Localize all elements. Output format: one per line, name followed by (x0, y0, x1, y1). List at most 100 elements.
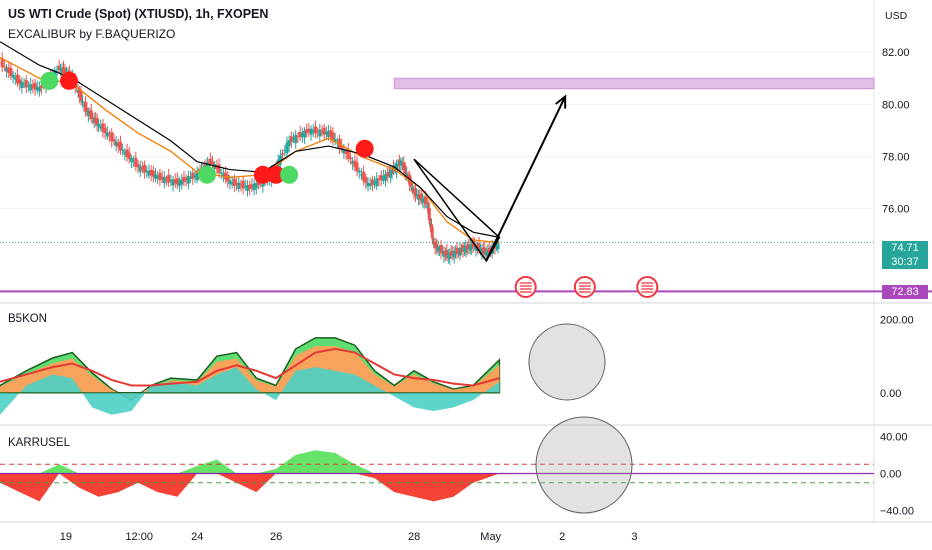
candle-body (439, 245, 443, 254)
candle-body (396, 165, 400, 167)
candle-body (357, 170, 361, 173)
buy-signal (280, 165, 299, 184)
candle-body (477, 243, 481, 252)
candle-body (158, 173, 162, 181)
candle-body (173, 179, 177, 184)
candle-body (35, 86, 39, 91)
candle-body (313, 126, 317, 134)
candle-body (237, 182, 241, 190)
candle-body (147, 170, 151, 176)
candle-body (351, 160, 355, 165)
candle-body (464, 246, 468, 253)
candle-body (483, 247, 487, 255)
candle-body (496, 241, 500, 250)
candle-body (300, 132, 304, 138)
candle-body (125, 149, 129, 158)
candle-body (193, 175, 197, 177)
resistance-zone (393, 77, 875, 90)
candle-body (191, 172, 195, 179)
chart-title: US WTI Crude (Spot) (XTIUSD), 1h, FXOPEN (8, 7, 269, 21)
candle-body (140, 167, 144, 170)
candle-body (375, 178, 379, 187)
x-tick-label: 28 (408, 531, 420, 543)
candle-body (210, 161, 214, 165)
candle-body (448, 252, 452, 259)
candle-body (228, 180, 232, 185)
candle-body (486, 250, 490, 257)
candle-body (436, 246, 440, 252)
candle-body (2, 66, 6, 68)
y-tick-label: 76.00 (882, 204, 910, 216)
x-tick-label: 2 (559, 531, 565, 543)
indicator-name: EXCALIBUR by F.BAQUERIZO (8, 27, 176, 41)
candle-body (373, 181, 377, 184)
candle-body (248, 184, 252, 190)
candle-body (219, 172, 223, 174)
candle-body (289, 136, 293, 143)
candle-body (123, 151, 127, 155)
karrusel-tick-label: 0.00 (880, 469, 901, 481)
candle-body (458, 248, 462, 256)
candle-body (97, 123, 101, 127)
candle-body (346, 149, 350, 159)
candle-body (405, 173, 409, 177)
candle-body (285, 142, 289, 154)
candle-body (110, 132, 114, 142)
candle-body (11, 74, 15, 78)
candle-body (256, 180, 260, 186)
candle-body (292, 138, 296, 140)
candle-body (333, 139, 337, 142)
candle-body (241, 180, 245, 189)
sell-signal (253, 165, 272, 184)
candle-body (20, 81, 24, 88)
candle-body (18, 79, 22, 85)
candle-body (355, 162, 359, 172)
candle-body (112, 139, 116, 142)
candle-body (368, 183, 372, 187)
candle-body (232, 178, 236, 186)
karrusel-tick-label: 40.00 (880, 431, 908, 443)
candle-body (389, 169, 393, 178)
candle-body (33, 82, 37, 90)
last-price-tag: 74.71 (882, 241, 928, 255)
x-tick-label: 24 (191, 531, 203, 543)
candle-body (136, 164, 140, 168)
candle-body (318, 129, 322, 137)
candle-body (184, 178, 188, 181)
candle-body (320, 131, 324, 133)
candle-body (127, 152, 131, 160)
candle-body (134, 157, 138, 167)
candle-body (182, 176, 186, 183)
candle-body (132, 161, 136, 163)
candle-body (427, 208, 431, 220)
candle-body (246, 185, 250, 191)
candle-body (154, 174, 158, 179)
candle-body (353, 160, 357, 168)
candle-body (413, 188, 417, 197)
b5kon-teal-area (0, 367, 500, 415)
karrusel-highlight (535, 416, 633, 514)
candle-body (89, 110, 93, 119)
candle-body (430, 227, 434, 238)
us-event-icon (636, 276, 659, 298)
candle-body (171, 179, 175, 186)
candle-body (24, 79, 28, 88)
candle-body (379, 175, 383, 181)
us-event-icon (573, 276, 596, 298)
candle-body (164, 179, 168, 181)
candle-body (178, 180, 182, 186)
candle-body (143, 164, 147, 173)
b5kon-tick-label: 0.00 (880, 388, 901, 400)
candle-body (186, 176, 190, 184)
candle-body (195, 172, 199, 181)
candle-body (105, 132, 109, 137)
candle-body (162, 176, 166, 184)
candle-body (311, 130, 315, 133)
candle-body (7, 67, 11, 74)
currency-label: USD (885, 10, 908, 22)
candle-body (344, 151, 348, 154)
us-event-icon (514, 276, 537, 298)
candle-body (37, 86, 41, 92)
candle-body (250, 184, 254, 189)
